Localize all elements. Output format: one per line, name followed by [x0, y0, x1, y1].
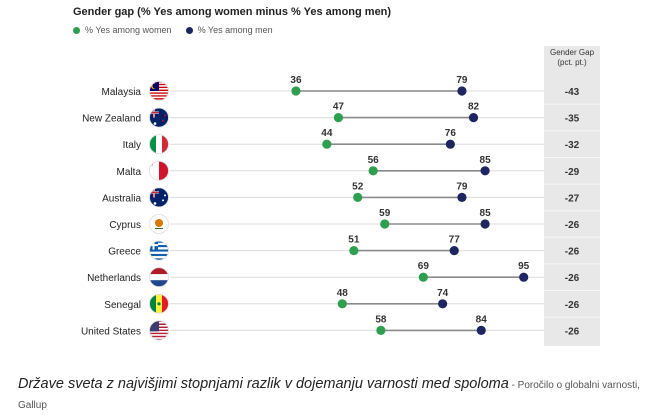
- men-value-label-cyprus: 85: [480, 208, 492, 219]
- men-value-label-netherlands: 95: [518, 261, 530, 272]
- women-value-label-italy: 44: [321, 128, 333, 139]
- legend-item-men: % Yes among men: [185, 25, 273, 35]
- women-value-label-united-states: 58: [375, 314, 387, 325]
- country-label-malaysia: Malaysia: [102, 87, 142, 98]
- gap-value-greece: -26: [565, 247, 580, 258]
- flag-senegal-icon: [149, 293, 169, 314]
- country-label-netherlands: Netherlands: [87, 273, 141, 284]
- flag-malta-icon: [149, 160, 169, 181]
- gap-value-malaysia: -43: [565, 87, 580, 98]
- women-value-label-new-zealand: 47: [333, 102, 345, 113]
- men-point-new-zealand: [468, 113, 479, 123]
- women-value-label-netherlands: 69: [418, 261, 430, 272]
- women-point-netherlands: [418, 272, 428, 282]
- legend-dot-women-icon: [73, 26, 80, 34]
- flag-new-zealand-icon: [149, 107, 169, 128]
- gap-value-new-zealand: -35: [565, 114, 580, 125]
- country-label-cyprus: Cyprus: [109, 220, 141, 231]
- legend-dot-men-icon: [185, 26, 193, 34]
- legend-label-women: % Yes among women: [85, 25, 172, 35]
- country-label-new-zealand: New Zealand: [82, 114, 141, 125]
- country-label-united-states: United States: [81, 326, 141, 337]
- women-point-cyprus: [380, 219, 390, 229]
- men-point-italy: [445, 139, 455, 149]
- men-value-label-united-states: 84: [476, 314, 488, 325]
- dumbbell-chart: Malaysia 36 79 -43 New Zealand 47 82 -35 Italy 44…: [81, 75, 600, 341]
- gap-value-italy: -32: [565, 140, 580, 151]
- women-point-senegal: [337, 299, 347, 309]
- gap-value-united-states: -26: [565, 326, 580, 337]
- women-point-malta: [368, 166, 378, 176]
- men-value-label-malta: 85: [480, 155, 492, 166]
- gap-value-senegal: -26: [565, 300, 580, 311]
- men-point-greece: [449, 246, 459, 256]
- country-label-senegal: Senegal: [104, 300, 141, 311]
- women-point-malaysia: [291, 86, 301, 96]
- caption-main: Države sveta z najvišjimi stopnjami razl…: [18, 376, 509, 392]
- gap-header-line2: (pct. pt.): [557, 58, 587, 67]
- women-value-label-senegal: 48: [337, 288, 349, 299]
- flag-greece-icon: [149, 240, 169, 261]
- flag-malaysia-icon: [149, 81, 169, 101]
- country-label-italy: Italy: [123, 140, 141, 151]
- chart-title: Gender gap (% Yes among women minus % Ye…: [73, 6, 392, 18]
- men-point-senegal: [438, 299, 448, 309]
- women-point-australia: [353, 192, 363, 202]
- men-value-label-greece: 77: [449, 235, 461, 246]
- gap-value-cyprus: -26: [565, 220, 580, 231]
- women-point-united-states: [376, 325, 386, 335]
- gap-column-panel: [544, 46, 600, 346]
- legend-label-men: % Yes among men: [197, 25, 273, 35]
- women-value-label-malta: 56: [368, 155, 380, 166]
- country-label-australia: Australia: [102, 193, 141, 204]
- women-point-italy: [322, 139, 332, 149]
- flag-australia-icon: [149, 187, 169, 208]
- men-point-united-states: [476, 325, 486, 335]
- women-point-greece: [349, 246, 359, 256]
- men-point-cyprus: [480, 219, 490, 229]
- men-point-netherlands: [519, 272, 529, 282]
- gap-header-line1: Gender Gap: [549, 48, 595, 57]
- men-value-label-new-zealand: 82: [468, 102, 480, 113]
- flag-italy-icon: [149, 134, 169, 155]
- women-value-label-malaysia: 36: [290, 75, 302, 86]
- gap-value-australia: -27: [565, 193, 580, 204]
- gap-value-malta: -29: [565, 167, 580, 178]
- gap-column-header: Gender Gap (pct. pt.): [544, 48, 600, 68]
- women-value-label-australia: 52: [352, 181, 364, 192]
- men-point-malta: [480, 166, 490, 176]
- men-value-label-italy: 76: [445, 128, 457, 139]
- gap-value-netherlands: -26: [565, 273, 580, 284]
- flag-netherlands-icon: [149, 267, 169, 288]
- country-label-malta: Malta: [117, 167, 142, 178]
- women-value-label-cyprus: 59: [379, 208, 391, 219]
- men-value-label-senegal: 74: [437, 288, 449, 299]
- figure-caption: Države sveta z najvišjimi stopnjami razl…: [18, 375, 668, 415]
- women-value-label-greece: 51: [348, 235, 360, 246]
- flag-cyprus-icon: [149, 214, 169, 234]
- women-point-new-zealand: [333, 113, 344, 123]
- legend-item-women: % Yes among women: [73, 25, 172, 35]
- flag-united-states-icon: [149, 320, 169, 341]
- men-point-malaysia: [457, 86, 467, 96]
- men-value-label-australia: 79: [456, 181, 468, 192]
- men-value-label-malaysia: 79: [456, 75, 468, 86]
- men-point-australia: [457, 192, 467, 202]
- caption-source: - Poročilo o globalni varnosti, Gallup: [18, 380, 640, 411]
- legend: % Yes among women % Yes among men: [73, 25, 273, 35]
- country-label-greece: Greece: [108, 247, 141, 258]
